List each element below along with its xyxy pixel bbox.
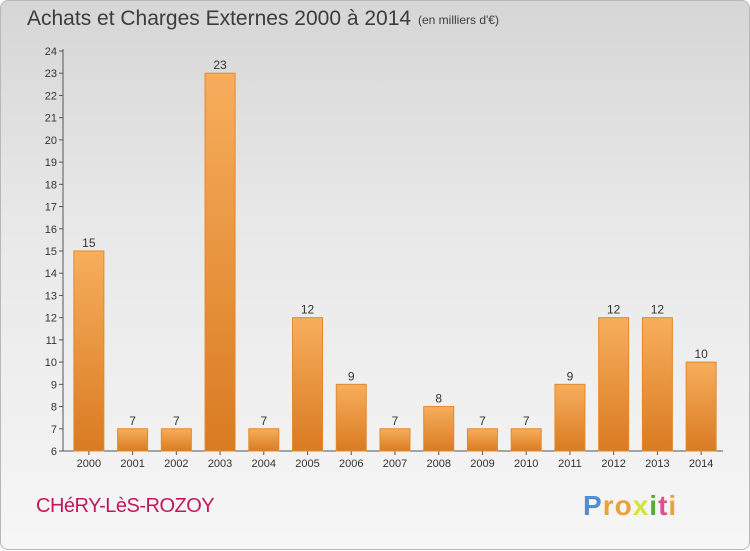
x-tick-label: 2014 [689, 458, 713, 470]
bar-value-label: 7 [129, 414, 136, 428]
bar[interactable] [466, 428, 498, 452]
brand-letter: P [583, 490, 603, 521]
bar[interactable] [248, 428, 280, 452]
bar[interactable] [117, 428, 149, 452]
x-tick-label: 2010 [514, 458, 538, 470]
x-tick-label: 2009 [470, 458, 494, 470]
bar[interactable] [335, 383, 367, 452]
chart-title: Achats et Charges Externes 2000 à 2014 [27, 7, 412, 30]
y-tick-label: 24 [45, 46, 57, 58]
bar-value-label: 9 [567, 369, 574, 383]
x-tick-label: 2003 [208, 458, 232, 470]
bar[interactable] [685, 361, 717, 452]
y-tick-label: 6 [51, 446, 57, 458]
bar-value-label: 12 [301, 303, 315, 317]
y-tick-label: 9 [51, 379, 57, 391]
brand-letter: i [649, 490, 659, 521]
bar-value-label: 12 [651, 303, 665, 317]
bar[interactable] [73, 250, 105, 452]
bar-value-label: 12 [607, 303, 621, 317]
y-tick-label: 14 [45, 268, 57, 280]
bar-value-label: 9 [348, 369, 355, 383]
brand-letter: t [658, 490, 669, 521]
x-tick-label: 2006 [339, 458, 363, 470]
bar[interactable] [554, 383, 586, 452]
bar-value-label: 7 [173, 414, 180, 428]
x-tick-label: 2008 [426, 458, 450, 470]
bar-value-label: 7 [392, 414, 399, 428]
y-axis: 6 7 8 9 10 11 12 13 14 15 16 17 18 19 20 21 22 23 24 [45, 46, 64, 458]
y-tick-label: 11 [46, 335, 57, 347]
x-tick-label: 2000 [77, 458, 101, 470]
x-tick-label: 2002 [164, 458, 188, 470]
y-tick-label: 17 [45, 202, 57, 214]
bar-value-label: 7 [523, 414, 530, 428]
brand-logo[interactable]: Proxiti [583, 490, 677, 522]
x-tick-label: 2001 [120, 458, 144, 470]
x-tick-label: 2011 [558, 458, 582, 470]
y-tick-label: 10 [45, 357, 57, 369]
brand-letter: x [632, 490, 650, 521]
bar[interactable] [160, 428, 192, 452]
y-tick-label: 20 [45, 135, 57, 147]
bar-value-label: 23 [213, 58, 227, 72]
bar[interactable] [379, 428, 411, 452]
y-tick-label: 23 [45, 68, 57, 80]
bar-value-label: 7 [260, 414, 267, 428]
x-tick-label: 2012 [601, 458, 625, 470]
brand-letter: r [602, 490, 615, 521]
brand-letter: o [614, 490, 633, 521]
bar[interactable] [292, 317, 324, 452]
x-tick-label: 2004 [252, 458, 276, 470]
bar-value-label: 7 [479, 414, 486, 428]
y-tick-label: 19 [45, 157, 57, 169]
y-tick-label: 21 [45, 113, 57, 125]
x-axis: 2000 2001 2002 2003 2004 2005 2006 2007 2008 2009… [63, 450, 723, 470]
x-tick-label: 2005 [295, 458, 319, 470]
x-tick-label: 2007 [383, 458, 407, 470]
y-tick-label: 8 [51, 402, 57, 414]
x-tick-label: 2013 [645, 458, 669, 470]
y-tick-label: 16 [45, 224, 57, 236]
y-tick-label: 15 [45, 246, 57, 258]
y-tick-label: 7 [51, 424, 57, 436]
unit-label: (en milliers d'€) [418, 13, 499, 27]
y-tick-label: 12 [45, 313, 57, 325]
bar[interactable] [598, 317, 630, 452]
y-tick-label: 18 [45, 179, 57, 191]
bar-value-label: 8 [435, 392, 442, 406]
bar[interactable] [641, 317, 673, 452]
bar-value-label: 10 [694, 347, 708, 361]
bars: 15 7 7 23 7 12 9 7 8 7 7 9 12 12 10 [73, 58, 717, 452]
commune-name: CHéRY-LèS-ROZOY [36, 495, 215, 517]
y-tick-label: 13 [45, 290, 57, 302]
brand-letter: i [668, 490, 678, 521]
bar[interactable] [423, 406, 455, 452]
bar[interactable] [204, 72, 236, 452]
bar[interactable] [510, 428, 542, 452]
bar-value-label: 15 [82, 236, 96, 250]
y-tick-label: 22 [45, 90, 57, 102]
